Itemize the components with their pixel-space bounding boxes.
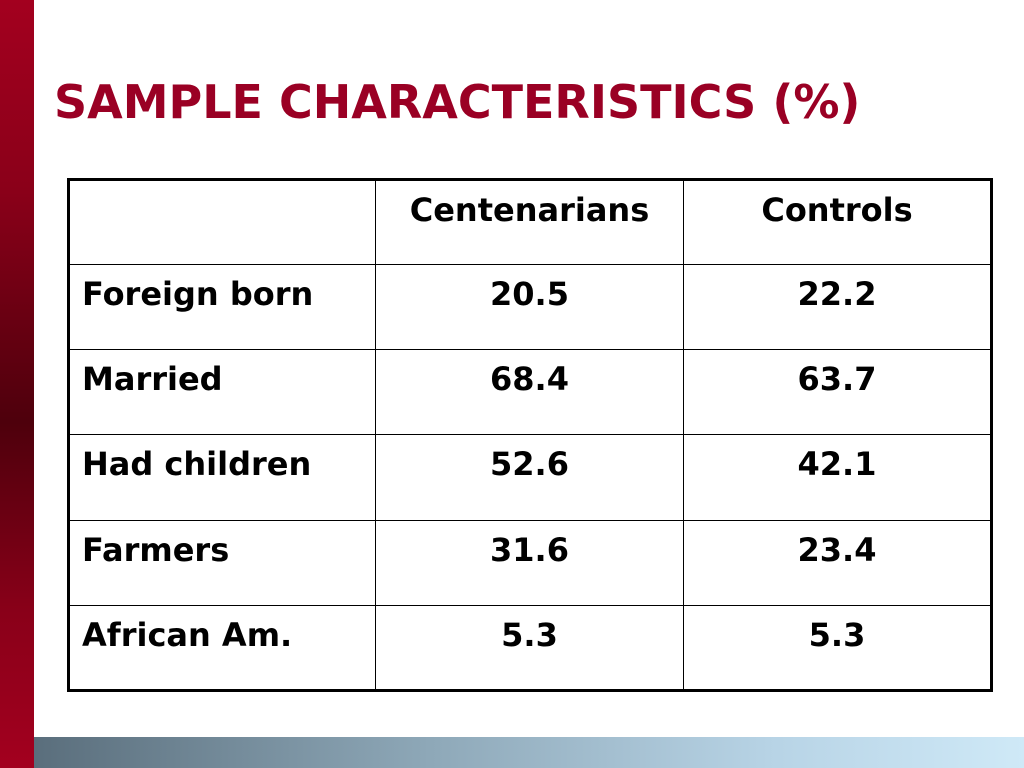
centenarians-value: 5.3 [375, 604, 684, 692]
left-accent-bar [0, 0, 34, 768]
characteristics-table: Centenarians Controls Foreign born 20.5 … [67, 178, 993, 692]
controls-value: 63.7 [683, 349, 992, 436]
table-row: Foreign born 20.5 22.2 [68, 263, 992, 351]
row-label: Foreign born [68, 263, 376, 351]
table-row: Farmers 31.6 23.4 [68, 519, 992, 606]
row-label: Married [68, 349, 376, 436]
centenarians-value: 31.6 [375, 519, 684, 606]
controls-value: 22.2 [683, 263, 992, 351]
centenarians-value: 20.5 [375, 263, 684, 351]
centenarians-value: 68.4 [375, 349, 684, 436]
table-header-row: Centenarians Controls [68, 179, 992, 265]
header-centenarians: Centenarians [375, 179, 684, 265]
header-empty-cell [68, 179, 376, 265]
table-row: Married 68.4 63.7 [68, 349, 992, 436]
row-label: African Am. [68, 604, 376, 692]
controls-value: 23.4 [683, 519, 992, 606]
bottom-gradient-bar [34, 737, 1024, 768]
controls-value: 5.3 [683, 604, 992, 692]
row-label: Had children [68, 434, 376, 521]
table-row: African Am. 5.3 5.3 [68, 604, 992, 692]
table-row: Had children 52.6 42.1 [68, 434, 992, 521]
slide-title: SAMPLE CHARACTERISTICS (%) [54, 75, 861, 129]
row-label: Farmers [68, 519, 376, 606]
controls-value: 42.1 [683, 434, 992, 521]
header-controls: Controls [683, 179, 992, 265]
centenarians-value: 52.6 [375, 434, 684, 521]
